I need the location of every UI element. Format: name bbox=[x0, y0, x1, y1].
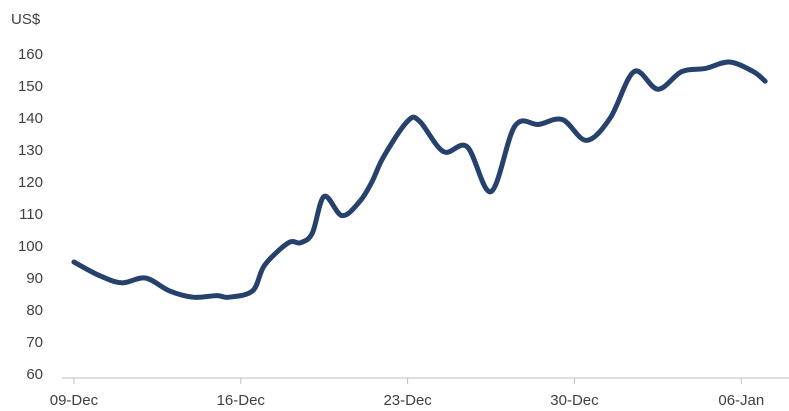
y-axis-ticks: 60 70 80 90 100 110 120 130 140 150 160 bbox=[18, 46, 43, 383]
y-tick-label: 80 bbox=[26, 302, 43, 319]
y-tick-label: 160 bbox=[18, 46, 43, 63]
y-tick-label: 60 bbox=[26, 366, 43, 383]
x-tick-label: 09-Dec bbox=[50, 392, 99, 409]
y-tick-label: 90 bbox=[26, 270, 43, 287]
x-tick-label: 06-Jan bbox=[718, 392, 764, 409]
y-tick-label: 130 bbox=[18, 142, 43, 159]
series-group bbox=[71, 59, 768, 300]
y-tick-label: 140 bbox=[18, 110, 43, 127]
y-tick-label: 150 bbox=[18, 78, 43, 95]
y-tick-label: 110 bbox=[19, 206, 43, 223]
y-tick-label: 70 bbox=[26, 334, 43, 351]
y-tick-label: 120 bbox=[18, 174, 43, 191]
y-axis-unit-label: US$ bbox=[11, 11, 41, 28]
x-tick-label: 30-Dec bbox=[550, 392, 599, 409]
x-tick-label: 23-Dec bbox=[383, 392, 432, 409]
y-tick-label: 100 bbox=[18, 238, 43, 255]
x-axis-ticks: 09-Dec 16-Dec 23-Dec 30-Dec 06-Jan bbox=[50, 378, 764, 409]
x-tick-label: 16-Dec bbox=[217, 392, 266, 409]
series-line bbox=[71, 59, 768, 300]
